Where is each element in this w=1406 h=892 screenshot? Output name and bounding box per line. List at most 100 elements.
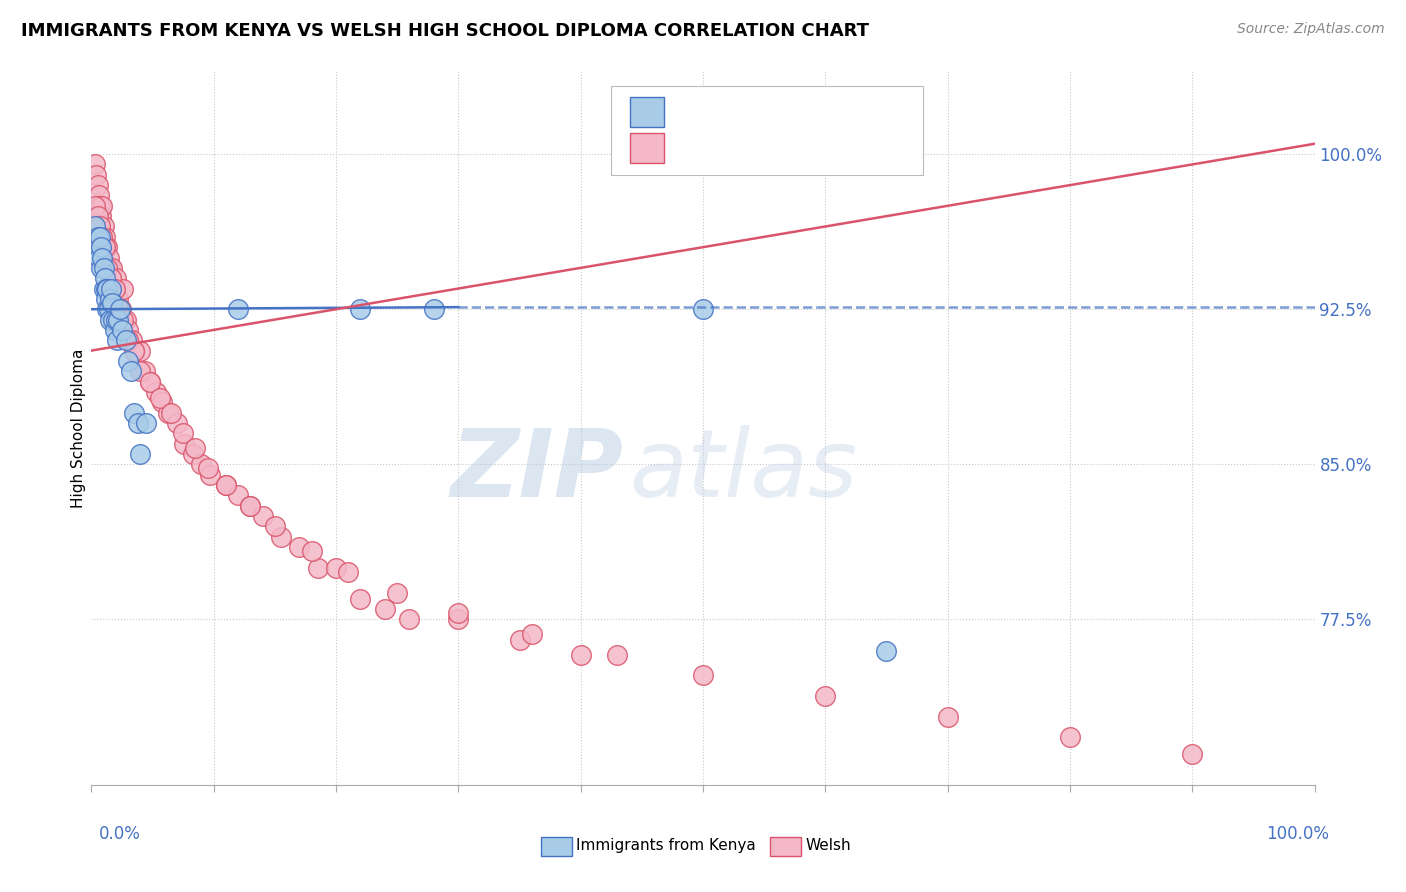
Point (93, 260, 115, 275)
Point (270, 530, 292, 544)
Point (447, 607, 470, 621)
Point (814, 689, 837, 703)
Text: ZIP: ZIP (450, 425, 623, 517)
Point (93, 281, 115, 295)
Point (104, 312, 127, 326)
Point (325, 561, 347, 575)
Point (84, 199, 107, 213)
Point (110, 302, 132, 317)
Point (94, 240, 117, 254)
Point (96, 281, 118, 295)
Point (129, 447, 152, 461)
Point (90, 240, 112, 254)
FancyBboxPatch shape (630, 133, 664, 162)
Text: 100.0%: 100.0% (1265, 825, 1329, 843)
Point (157, 406, 180, 420)
Point (117, 354, 139, 368)
Point (91, 230, 114, 244)
Point (398, 612, 420, 626)
Point (226, 302, 249, 317)
Point (127, 416, 149, 430)
Point (104, 292, 127, 306)
Point (875, 643, 898, 657)
Point (215, 478, 238, 492)
Point (173, 436, 195, 450)
Point (100, 271, 122, 285)
Point (1059, 731, 1081, 745)
Point (117, 323, 139, 337)
Point (692, 668, 714, 682)
Point (122, 406, 145, 420)
Text: 0.0%: 0.0% (98, 825, 141, 843)
Point (184, 441, 207, 455)
Point (197, 461, 219, 475)
Text: N = 39: N = 39 (807, 103, 869, 121)
Point (117, 333, 139, 347)
Point (86, 230, 108, 244)
Point (307, 561, 329, 575)
Point (181, 447, 204, 461)
Point (423, 302, 446, 317)
Point (692, 302, 714, 317)
Point (94, 240, 117, 254)
Point (129, 343, 152, 358)
Text: N = 83: N = 83 (807, 139, 869, 157)
Text: Source: ZipAtlas.com: Source: ZipAtlas.com (1237, 22, 1385, 37)
Point (374, 602, 396, 616)
Point (94, 271, 117, 285)
Point (84, 219, 107, 234)
Point (94, 292, 117, 306)
Point (90, 260, 112, 275)
Text: Welsh: Welsh (806, 838, 851, 853)
Point (97, 251, 120, 265)
Point (215, 478, 238, 492)
Point (108, 302, 131, 317)
Point (124, 343, 146, 358)
Point (509, 633, 531, 648)
Point (166, 416, 188, 430)
Point (447, 612, 470, 626)
Point (111, 323, 134, 337)
FancyBboxPatch shape (612, 86, 924, 175)
Point (103, 281, 125, 295)
Point (337, 565, 360, 579)
Point (520, 627, 543, 641)
Point (86, 209, 108, 223)
Point (89, 230, 111, 244)
Point (301, 544, 323, 558)
Point (239, 499, 262, 513)
Point (129, 364, 152, 378)
Point (84, 157, 107, 171)
Point (114, 312, 136, 326)
Point (172, 426, 194, 441)
Point (145, 384, 167, 399)
Point (91, 251, 114, 265)
Text: R = 0.005: R = 0.005 (676, 103, 766, 121)
Point (96, 302, 118, 317)
Point (349, 302, 371, 317)
Point (121, 333, 143, 347)
Point (264, 519, 287, 533)
Point (104, 323, 127, 337)
Point (97, 302, 120, 317)
Point (114, 333, 136, 347)
Point (936, 709, 959, 723)
Point (94, 281, 117, 295)
Point (105, 333, 128, 347)
Point (89, 219, 111, 234)
Point (107, 302, 129, 317)
Point (87, 240, 110, 254)
Point (120, 364, 142, 378)
Point (98, 312, 121, 326)
Point (98, 260, 121, 275)
Point (101, 260, 124, 275)
Point (606, 648, 628, 662)
Point (104, 281, 127, 295)
Point (86, 178, 108, 193)
Point (96, 240, 118, 254)
Point (87, 251, 110, 265)
FancyBboxPatch shape (630, 97, 664, 127)
Point (226, 488, 249, 502)
Point (112, 312, 135, 326)
Point (91, 199, 114, 213)
